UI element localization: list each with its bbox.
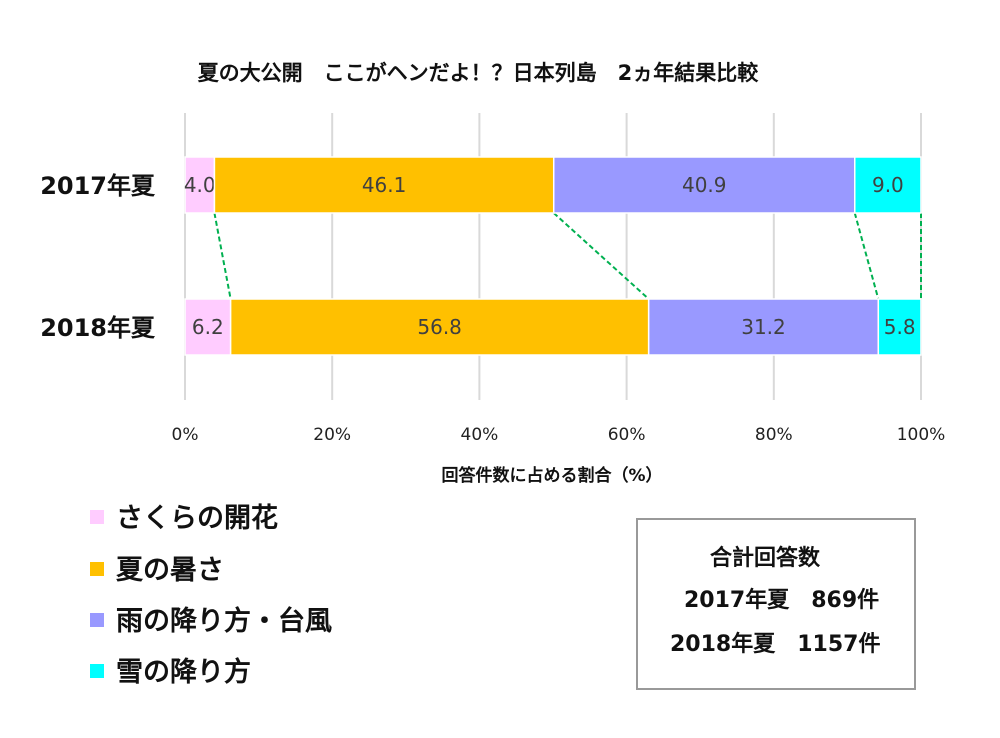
data-label: 31.2 (741, 315, 786, 339)
series-line (213, 212, 232, 300)
legend-label: さくらの開花 (116, 503, 278, 534)
bar-segment (184, 298, 232, 356)
legend-swatch (90, 562, 104, 576)
series-line (553, 212, 650, 300)
total-2017: 2017年夏 869件 (684, 588, 880, 613)
x-tick-label: 40% (461, 425, 499, 445)
data-label: 40.9 (682, 173, 727, 197)
legend-swatch (90, 664, 104, 678)
data-label: 9.0 (872, 173, 904, 197)
total-responses-title: 合計回答数 (710, 546, 821, 571)
x-tick-label: 60% (608, 425, 646, 445)
x-axis-label: 回答件数に占める割合（%） (441, 465, 662, 486)
bar-segment (854, 156, 922, 214)
data-label: 46.1 (362, 173, 407, 197)
category-label: 2017年夏 (40, 172, 156, 200)
legend-label: 雨の降り方・台風 (116, 605, 332, 637)
total-2018: 2018年夏 1157件 (670, 632, 881, 657)
bar-segment (213, 156, 555, 214)
series-line (853, 212, 880, 300)
legend-label: 雪の降り方 (116, 656, 251, 688)
x-tick-label: 20% (313, 425, 351, 445)
x-tick-label: 100% (897, 425, 946, 445)
total-responses-box: 合計回答数 2017年夏 869件 2018年夏 1157件 (636, 518, 916, 690)
x-tick-label: 0% (172, 425, 199, 445)
x-tick-label: 80% (755, 425, 793, 445)
bar-segment (877, 298, 922, 356)
chart-title: 夏の大公開 ここがヘンだよ！？日本列島 2ヵ年結果比較 (198, 61, 760, 85)
data-label: 4.0 (184, 173, 216, 197)
data-label: 56.8 (417, 315, 462, 339)
bar-segment (552, 156, 856, 214)
data-label: 5.8 (884, 315, 916, 339)
legend-swatch (90, 510, 104, 524)
bar-segment (229, 298, 650, 356)
legend-label: 夏の暑さ (116, 555, 224, 586)
legend-swatch (90, 613, 104, 627)
category-label: 2018年夏 (40, 314, 156, 342)
bar-segment (184, 156, 216, 214)
data-label: 6.2 (192, 315, 224, 339)
